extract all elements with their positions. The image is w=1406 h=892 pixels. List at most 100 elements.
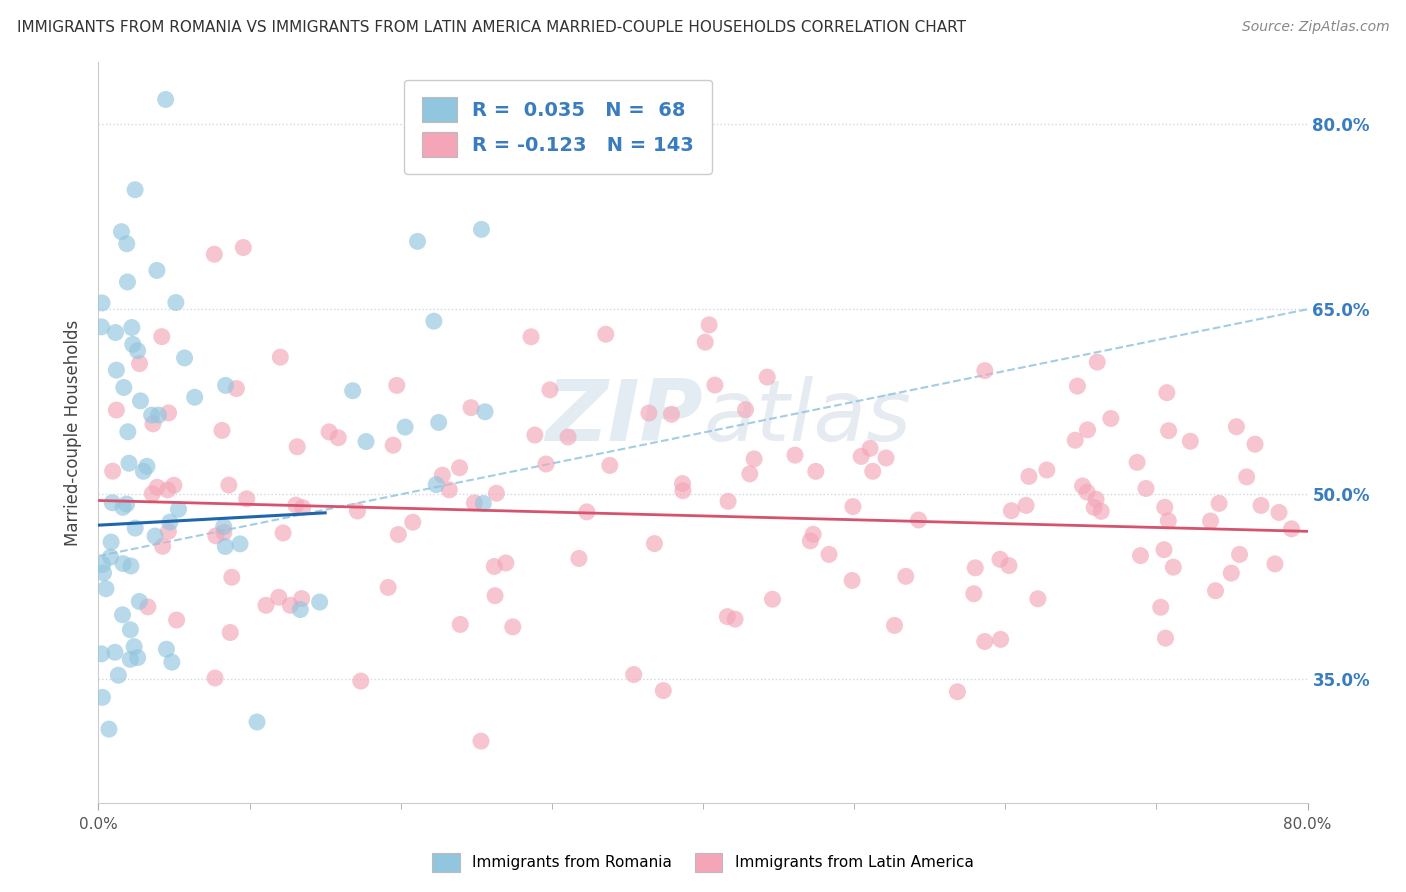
Point	[120, 623, 142, 637]
Point	[1225, 419, 1247, 434]
Point	[121, 337, 143, 351]
Point	[697, 318, 720, 332]
Point	[128, 357, 150, 371]
Point	[115, 236, 138, 251]
Point	[946, 685, 969, 699]
Point	[1000, 504, 1022, 518]
Point	[183, 390, 205, 404]
Point	[1220, 566, 1243, 580]
Point	[818, 548, 841, 562]
Point	[284, 498, 307, 512]
Point	[225, 382, 247, 396]
Point	[1208, 496, 1230, 510]
Point	[112, 557, 135, 571]
Point	[965, 561, 987, 575]
Point	[783, 448, 806, 462]
Point	[623, 667, 645, 681]
Point	[742, 451, 765, 466]
Point	[150, 329, 173, 343]
Point	[271, 526, 294, 541]
Point	[254, 599, 277, 613]
Point	[269, 350, 291, 364]
Point	[100, 535, 122, 549]
Point	[285, 440, 308, 454]
Point	[1090, 504, 1112, 518]
Point	[1163, 560, 1185, 574]
Point	[1026, 591, 1049, 606]
Point	[1180, 434, 1202, 449]
Point	[520, 330, 543, 344]
Point	[142, 417, 165, 431]
Point	[157, 406, 180, 420]
Point	[90, 647, 112, 661]
Point	[160, 655, 183, 669]
Point	[1018, 469, 1040, 483]
Point	[291, 591, 314, 606]
Point	[115, 497, 138, 511]
Point	[638, 406, 661, 420]
Point	[1064, 434, 1087, 448]
Point	[112, 380, 135, 394]
Point	[661, 407, 683, 421]
Point	[155, 92, 177, 106]
Point	[105, 363, 128, 377]
Point	[111, 500, 134, 515]
Point	[127, 650, 149, 665]
Point	[859, 442, 882, 456]
Point	[128, 594, 150, 608]
Point	[229, 537, 252, 551]
Point	[484, 589, 506, 603]
Point	[100, 550, 122, 565]
Point	[1281, 522, 1303, 536]
Point	[557, 430, 579, 444]
Point	[1157, 514, 1180, 528]
Point	[990, 632, 1012, 647]
Point	[143, 529, 166, 543]
Point	[91, 690, 114, 705]
Point	[211, 424, 233, 438]
Point	[165, 295, 187, 310]
Point	[1076, 485, 1098, 500]
Point	[166, 613, 188, 627]
Point	[449, 460, 471, 475]
Point	[173, 351, 195, 365]
Point	[1205, 583, 1227, 598]
Point	[1135, 482, 1157, 496]
Point	[1066, 379, 1088, 393]
Point	[538, 383, 561, 397]
Point	[841, 574, 863, 588]
Point	[111, 607, 134, 622]
Point	[432, 468, 454, 483]
Point	[717, 494, 740, 508]
Text: atlas: atlas	[703, 376, 911, 459]
Point	[575, 505, 598, 519]
Point	[460, 401, 482, 415]
Text: ZIP: ZIP	[546, 376, 703, 459]
Point	[427, 416, 450, 430]
Point	[1076, 423, 1098, 437]
Point	[121, 320, 143, 334]
Point	[205, 529, 228, 543]
Text: Source: ZipAtlas.com: Source: ZipAtlas.com	[1241, 20, 1389, 34]
Point	[124, 183, 146, 197]
Point	[703, 378, 725, 392]
Point	[141, 408, 163, 422]
Point	[1085, 492, 1108, 507]
Point	[118, 456, 141, 470]
Point	[267, 591, 290, 605]
Point	[394, 420, 416, 434]
Point	[1126, 455, 1149, 469]
Point	[463, 496, 485, 510]
Point	[907, 513, 929, 527]
Point	[523, 428, 546, 442]
Point	[738, 467, 761, 481]
Point	[1264, 557, 1286, 571]
Point	[221, 570, 243, 584]
Point	[1036, 463, 1059, 477]
Point	[152, 539, 174, 553]
Point	[110, 225, 132, 239]
Point	[406, 235, 429, 249]
Point	[1015, 499, 1038, 513]
Point	[291, 500, 314, 515]
Point	[382, 438, 405, 452]
